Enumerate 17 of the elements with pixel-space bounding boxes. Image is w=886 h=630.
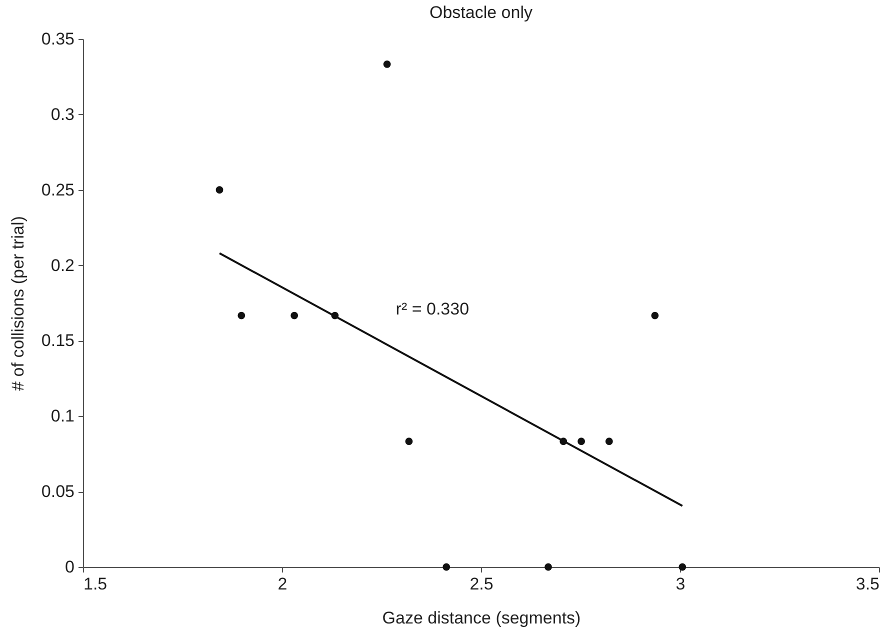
x-tick-label: 2 bbox=[278, 574, 288, 594]
x-tick-label: 1.5 bbox=[84, 574, 108, 594]
x-tick-label: 2.5 bbox=[470, 574, 494, 594]
x-tick-label: 3 bbox=[676, 574, 686, 594]
x-tick-label: 3.5 bbox=[856, 574, 880, 594]
y-axis-title: # of collisions (per trial) bbox=[8, 216, 28, 391]
y-tick-label: 0.15 bbox=[41, 331, 74, 350]
chart-title: Obstacle only bbox=[430, 3, 533, 22]
x-axis-title: Gaze distance (segments) bbox=[382, 608, 581, 628]
y-tick-label: 0.3 bbox=[50, 104, 74, 124]
y-tick-label: 0.2 bbox=[50, 256, 74, 275]
y-tick-label: 0.1 bbox=[50, 406, 74, 426]
annotation: r² = 0.330 bbox=[396, 299, 470, 318]
y-tick-label: 0 bbox=[65, 558, 74, 576]
y-tick-label: 0.05 bbox=[41, 482, 74, 502]
y-tick-label: 0.25 bbox=[41, 180, 74, 200]
y-tick-label: 0.35 bbox=[41, 30, 74, 48]
